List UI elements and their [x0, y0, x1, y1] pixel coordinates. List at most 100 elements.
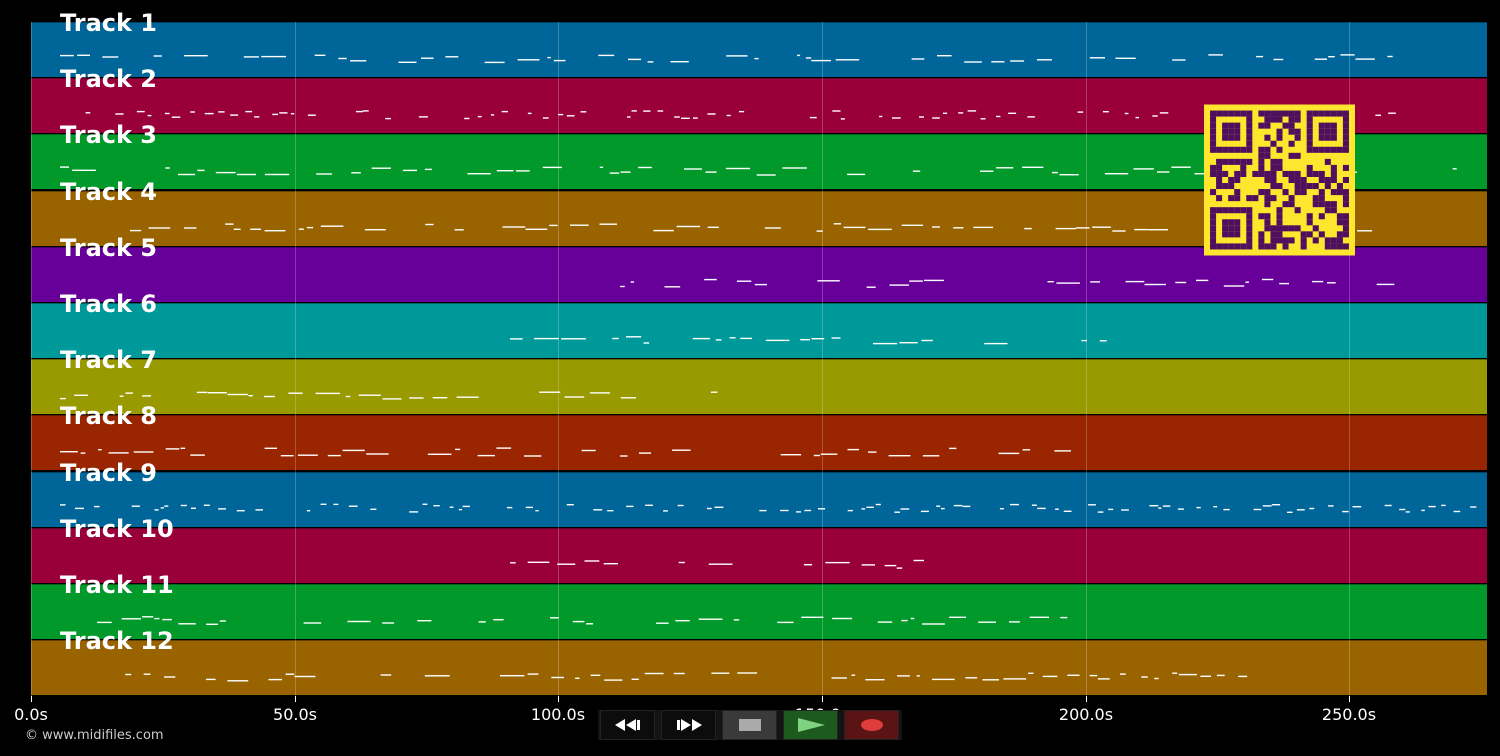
track-lane-10[interactable] [31, 527, 1487, 583]
note [502, 226, 526, 228]
note [897, 675, 910, 677]
note [60, 451, 78, 453]
note-group [97, 616, 1068, 625]
note [599, 223, 617, 225]
note [737, 672, 758, 674]
note [133, 451, 154, 453]
note [380, 674, 392, 676]
note [154, 509, 159, 511]
note [866, 286, 876, 288]
note [362, 110, 369, 112]
track-lane-6[interactable] [31, 303, 1487, 358]
note [180, 504, 187, 507]
note [764, 227, 781, 229]
note [877, 621, 893, 623]
note [347, 620, 371, 623]
note [1388, 112, 1396, 114]
note [306, 510, 311, 512]
note [102, 56, 119, 58]
note [1428, 505, 1436, 508]
note [97, 621, 112, 624]
note [1022, 166, 1044, 168]
note [1387, 55, 1393, 58]
note [940, 507, 945, 510]
track-lane-7[interactable] [31, 359, 1487, 415]
note [314, 54, 326, 56]
note [1102, 111, 1109, 113]
note [620, 285, 625, 288]
play-button[interactable] [783, 710, 838, 740]
fast-forward-button[interactable] [661, 710, 716, 740]
note [218, 111, 225, 113]
note [835, 59, 860, 61]
note [801, 616, 824, 618]
note [953, 227, 964, 229]
note [1271, 504, 1281, 506]
note [847, 448, 859, 451]
note [250, 228, 261, 230]
note [813, 454, 820, 457]
note [1037, 507, 1046, 510]
axis-tick [31, 696, 32, 702]
note [693, 117, 698, 119]
note [454, 229, 464, 231]
note [868, 228, 892, 231]
note [1097, 511, 1104, 513]
note [424, 168, 432, 171]
record-button[interactable] [844, 710, 899, 740]
note [674, 116, 680, 118]
note [631, 110, 637, 112]
note [932, 226, 940, 228]
note [542, 166, 562, 169]
note [547, 56, 551, 59]
note [60, 504, 66, 506]
note [580, 111, 587, 113]
play-icon [797, 718, 825, 732]
track-lane-11[interactable] [31, 584, 1487, 639]
track-lane-12[interactable] [31, 640, 1487, 696]
note [800, 339, 810, 341]
note-group [60, 54, 1393, 64]
note [998, 452, 1020, 455]
stop-button[interactable] [722, 710, 777, 740]
note [1149, 505, 1159, 507]
note [733, 619, 740, 621]
note [620, 171, 631, 173]
note [932, 117, 940, 119]
note-group [85, 110, 1396, 120]
note [1112, 230, 1126, 232]
note [831, 677, 847, 679]
note [936, 505, 941, 507]
note [1125, 280, 1145, 283]
note [586, 623, 594, 625]
note [1027, 116, 1035, 118]
note [564, 396, 585, 398]
note [553, 59, 566, 62]
note [227, 680, 249, 682]
note [811, 338, 825, 340]
note [892, 117, 901, 119]
note [1124, 112, 1129, 115]
note [726, 114, 731, 117]
note [1178, 673, 1197, 676]
note [432, 397, 448, 399]
note [1172, 59, 1186, 61]
track-lane-1[interactable] [31, 22, 1487, 77]
note [1047, 281, 1054, 283]
note [496, 170, 514, 172]
note [142, 616, 154, 618]
note [664, 286, 681, 288]
note [94, 505, 100, 508]
note [759, 509, 767, 512]
note [1177, 508, 1184, 510]
note [496, 447, 512, 449]
note [572, 620, 585, 623]
note [1024, 227, 1032, 230]
rewind-button[interactable] [600, 710, 655, 740]
note [937, 55, 952, 57]
track-lane-9[interactable] [31, 471, 1487, 527]
note [197, 169, 205, 172]
track-lane-8[interactable] [31, 415, 1487, 471]
track-lane-5[interactable] [31, 246, 1487, 302]
note [203, 504, 210, 506]
